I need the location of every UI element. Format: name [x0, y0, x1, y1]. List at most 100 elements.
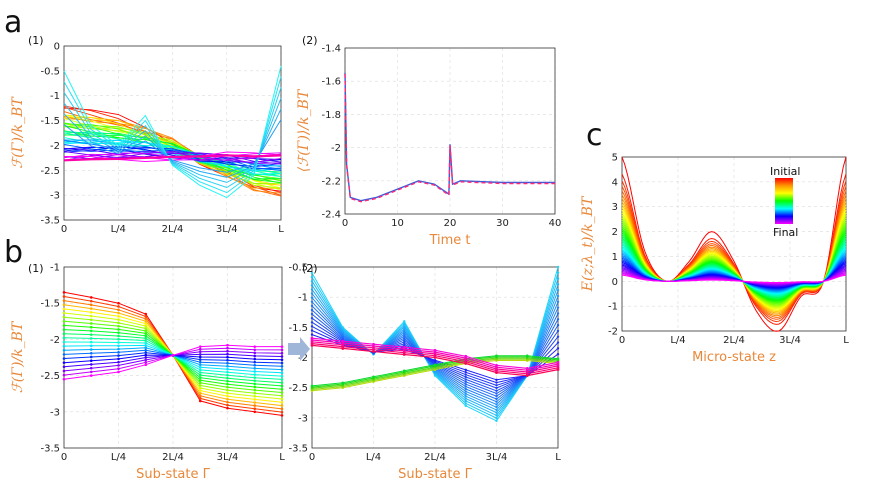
data-point: [226, 373, 229, 377]
x-tick-label: 2L/4: [723, 335, 745, 346]
data-point: [198, 355, 202, 359]
data-point: [433, 359, 437, 362]
y-tick-label: 0: [612, 277, 618, 288]
data-point: [226, 349, 229, 353]
data-point: [464, 392, 467, 396]
data-point: [62, 291, 66, 294]
data-point: [495, 386, 498, 390]
data-point: [144, 332, 148, 335]
y-tick-label: -2: [50, 335, 60, 346]
data-point: [89, 359, 93, 363]
data-point: [198, 394, 202, 398]
data-point: [198, 381, 202, 385]
data-point: [253, 401, 257, 404]
series-line: [344, 73, 555, 203]
data-point: [62, 340, 66, 344]
panel-letter-c: c: [586, 118, 603, 153]
data-point: [403, 331, 406, 334]
data-point: [198, 347, 202, 351]
data-point: [117, 347, 120, 351]
data-point: [495, 395, 498, 398]
chart-c: 0 L/4 2L/4 3L/4 L 5 4 3 2 1 0 -1 -2 E(z;λ_t)/k_BT Micr…: [580, 153, 849, 366]
data-point: [144, 334, 148, 338]
y-axis-label: ℱ(Γ)/k_BT: [10, 96, 26, 169]
x-tick-label: L/4: [670, 335, 685, 346]
data-point: [62, 348, 66, 352]
data-point: [144, 356, 148, 359]
data-point: [198, 373, 202, 377]
data-point: [198, 353, 202, 356]
data-point: [464, 394, 467, 398]
y-tick-label: -2.4: [321, 210, 341, 221]
chart-a2: 0 10 20 30 40 -1.4 -1.6 -1.8 -2 -2.2 -2.4 ⟨ℱ(Γ)⟩/k_…: [296, 44, 561, 249]
data-point: [372, 342, 375, 346]
x-tick-label: 0: [619, 335, 625, 346]
data-point: [253, 360, 257, 364]
y-tick-label: -1.6: [321, 77, 341, 88]
data-point: [253, 367, 257, 370]
data-point: [280, 355, 284, 358]
data-point: [62, 336, 66, 340]
series-line: [63, 130, 282, 183]
data-point: [117, 370, 120, 374]
y-tick-label: -3: [298, 413, 308, 424]
data-point: [198, 345, 202, 348]
data-point: [280, 358, 284, 362]
data-point: [556, 357, 560, 361]
data-point: [89, 348, 93, 351]
y-tick-label: -3: [50, 191, 60, 202]
data-point: [280, 407, 284, 411]
data-point: [117, 367, 120, 371]
data-point: [198, 350, 202, 354]
data-point: [144, 344, 148, 347]
data-point: [464, 380, 467, 384]
data-point: [226, 385, 229, 389]
data-point: [89, 322, 93, 325]
y-tick-label: -1: [50, 263, 60, 274]
data-point: [253, 363, 257, 367]
data-point: [464, 387, 467, 391]
data-point: [525, 354, 529, 357]
data-point: [280, 378, 284, 381]
data-point: [253, 345, 257, 348]
data-point: [403, 325, 406, 329]
data-point: [402, 369, 406, 373]
data-point: [556, 360, 560, 364]
y-tick-label: -1: [608, 302, 618, 313]
x-tick-label: L: [279, 452, 285, 463]
data-point: [144, 336, 148, 340]
data-point: [198, 366, 202, 369]
data-point: [62, 357, 66, 360]
data-point: [403, 340, 406, 344]
data-point: [495, 408, 498, 412]
data-point: [144, 358, 148, 362]
data-point: [226, 364, 229, 368]
data-point: [280, 368, 284, 371]
data-point: [403, 335, 406, 338]
data-point: [117, 321, 120, 325]
x-axis-label: Sub-state Γ: [136, 467, 210, 482]
data-point: [310, 325, 314, 328]
data-point: [280, 401, 284, 404]
x-tick-label: 30: [496, 218, 509, 229]
chart-b1: 0 L/4 2L/4 3L/4 L -1 -1.5 -2 -2.5 -3 -3.5 ℱ(Γ)/k_BT…: [10, 263, 285, 483]
data-point: [171, 354, 175, 357]
y-tick-label: -1.5: [40, 299, 60, 310]
data-point: [89, 344, 93, 348]
data-point: [198, 389, 202, 392]
y-tick-label: -3.5: [40, 444, 60, 455]
y-tick-label: 5: [612, 153, 618, 164]
data-point: [62, 320, 66, 323]
data-point: [280, 391, 284, 394]
data-point: [310, 300, 314, 303]
y-tick-label: -2: [298, 353, 308, 364]
data-point: [433, 348, 437, 352]
data-point: [144, 363, 148, 367]
data-point: [464, 373, 467, 376]
data-point: [62, 315, 66, 319]
data-point: [144, 312, 148, 316]
data-point: [556, 271, 560, 275]
y-axis-label: E(z;λ_t)/k_BT: [580, 195, 596, 292]
y-tick-label: 0: [54, 42, 60, 53]
data-point: [253, 388, 257, 392]
